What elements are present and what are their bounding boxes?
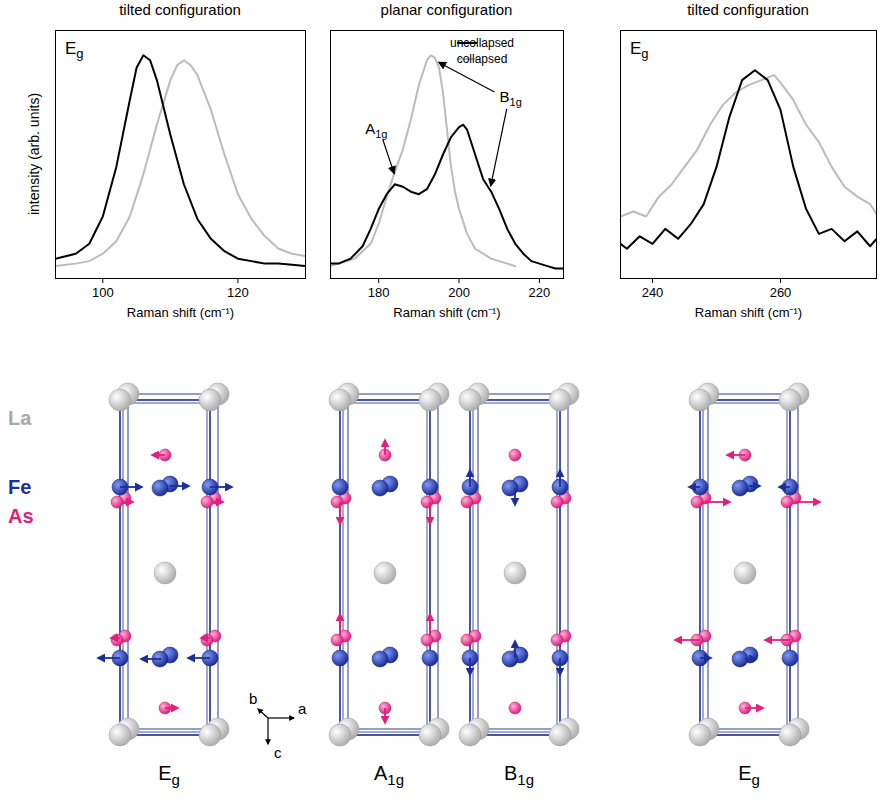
- svg-text:B1g: B1g: [500, 88, 522, 108]
- svg-text:intensity (arb. units): intensity (arb. units): [26, 93, 42, 215]
- svg-text:B1g: B1g: [504, 762, 534, 788]
- svg-text:As: As: [8, 505, 34, 527]
- svg-text:collapsed: collapsed: [457, 52, 508, 66]
- svg-text:Raman shift (cm⁻¹): Raman shift (cm⁻¹): [695, 305, 802, 320]
- svg-text:Fe: Fe: [8, 476, 31, 498]
- svg-text:120: 120: [227, 285, 249, 300]
- html-text:tilted configuration: tilted configuration: [687, 1, 809, 18]
- svg-text:200: 200: [448, 285, 470, 300]
- svg-text:100: 100: [92, 285, 114, 300]
- svg-text:Eg: Eg: [65, 39, 84, 61]
- svg-text:A1g: A1g: [374, 762, 404, 788]
- svg-text:uncollapsed: uncollapsed: [450, 36, 514, 50]
- svg-text:220: 220: [529, 285, 551, 300]
- svg-text:180: 180: [368, 285, 390, 300]
- svg-text:260: 260: [770, 285, 792, 300]
- svg-text:Eg: Eg: [738, 762, 760, 788]
- svg-text:a: a: [298, 700, 307, 717]
- svg-text:b: b: [249, 690, 257, 707]
- svg-text:A1g: A1g: [365, 120, 387, 140]
- svg-text:Eg: Eg: [158, 762, 180, 788]
- svg-text:Raman shift (cm⁻¹): Raman shift (cm⁻¹): [393, 305, 500, 320]
- html-text:tilted configuration: tilted configuration: [119, 1, 241, 18]
- svg-text:La: La: [8, 407, 32, 429]
- svg-text:Raman shift (cm⁻¹): Raman shift (cm⁻¹): [127, 305, 234, 320]
- svg-text:c: c: [274, 744, 282, 761]
- svg-text:Eg: Eg: [630, 39, 649, 61]
- svg-text:240: 240: [642, 285, 664, 300]
- html-text:planar configuration: planar configuration: [380, 1, 513, 18]
